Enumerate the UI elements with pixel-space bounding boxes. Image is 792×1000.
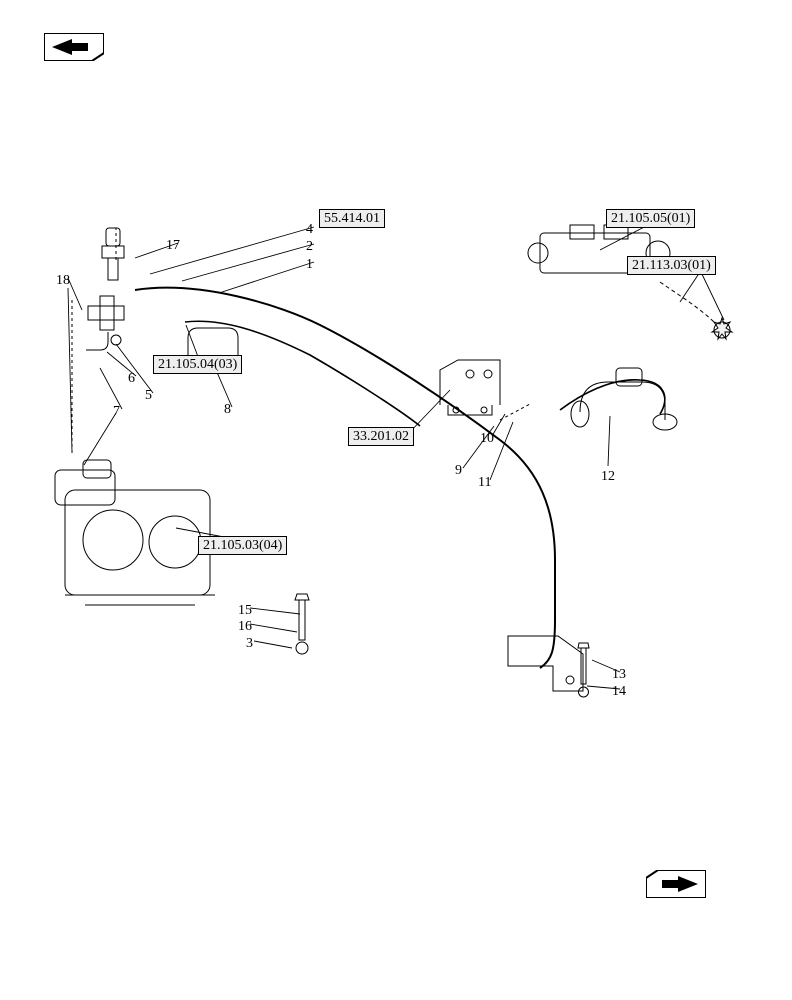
bracket-c — [508, 636, 583, 691]
callout-8: 8 — [224, 403, 231, 417]
dashed-tube — [660, 282, 716, 324]
callout-2: 2 — [306, 240, 313, 254]
callout-9: 9 — [455, 464, 462, 478]
tee-fitting — [88, 296, 124, 330]
callout-6: 6 — [128, 372, 135, 386]
star-fitting — [712, 318, 732, 339]
bracket-b — [440, 360, 500, 415]
exploded-view-diagram — [0, 0, 792, 1000]
flex-tube — [560, 380, 665, 414]
refbox-21-113-03-01: 21.113.03(01) — [627, 256, 716, 275]
callout-11: 11 — [478, 476, 491, 490]
refbox-21-105-05-01: 21.105.05(01) — [606, 209, 695, 228]
nav-prev-icon — [44, 33, 104, 61]
bolt-15-16 — [295, 594, 309, 654]
callout-3: 3 — [246, 637, 253, 651]
callout-5: 5 — [145, 389, 152, 403]
elbow-fitting-12 — [571, 368, 677, 430]
callout-18: 18 — [56, 274, 70, 288]
sensor-fitting — [102, 228, 124, 280]
refbox-33-201-02: 33.201.02 — [348, 427, 414, 446]
callout-7: 7 — [113, 405, 120, 419]
callout-4: 4 — [306, 223, 313, 237]
callout-10: 10 — [480, 432, 494, 446]
callout-16: 16 — [238, 620, 252, 634]
refbox-21-105-04-03: 21.105.04(03) — [153, 355, 242, 374]
refbox-21-105-03-04: 21.105.03(04) — [198, 536, 287, 555]
elbow-small — [86, 332, 121, 350]
pump-assembly — [55, 460, 215, 605]
callout-15: 15 — [238, 604, 252, 618]
main-tube — [135, 288, 555, 668]
callout-13: 13 — [612, 668, 626, 682]
callout-1: 1 — [306, 258, 313, 272]
callout-12: 12 — [601, 470, 615, 484]
callout-14: 14 — [612, 685, 626, 699]
nav-next-icon — [646, 870, 706, 898]
refbox-55-414-01: 55.414.01 — [319, 209, 385, 228]
bolt-13-14 — [578, 643, 589, 697]
callout-17: 17 — [166, 239, 180, 253]
